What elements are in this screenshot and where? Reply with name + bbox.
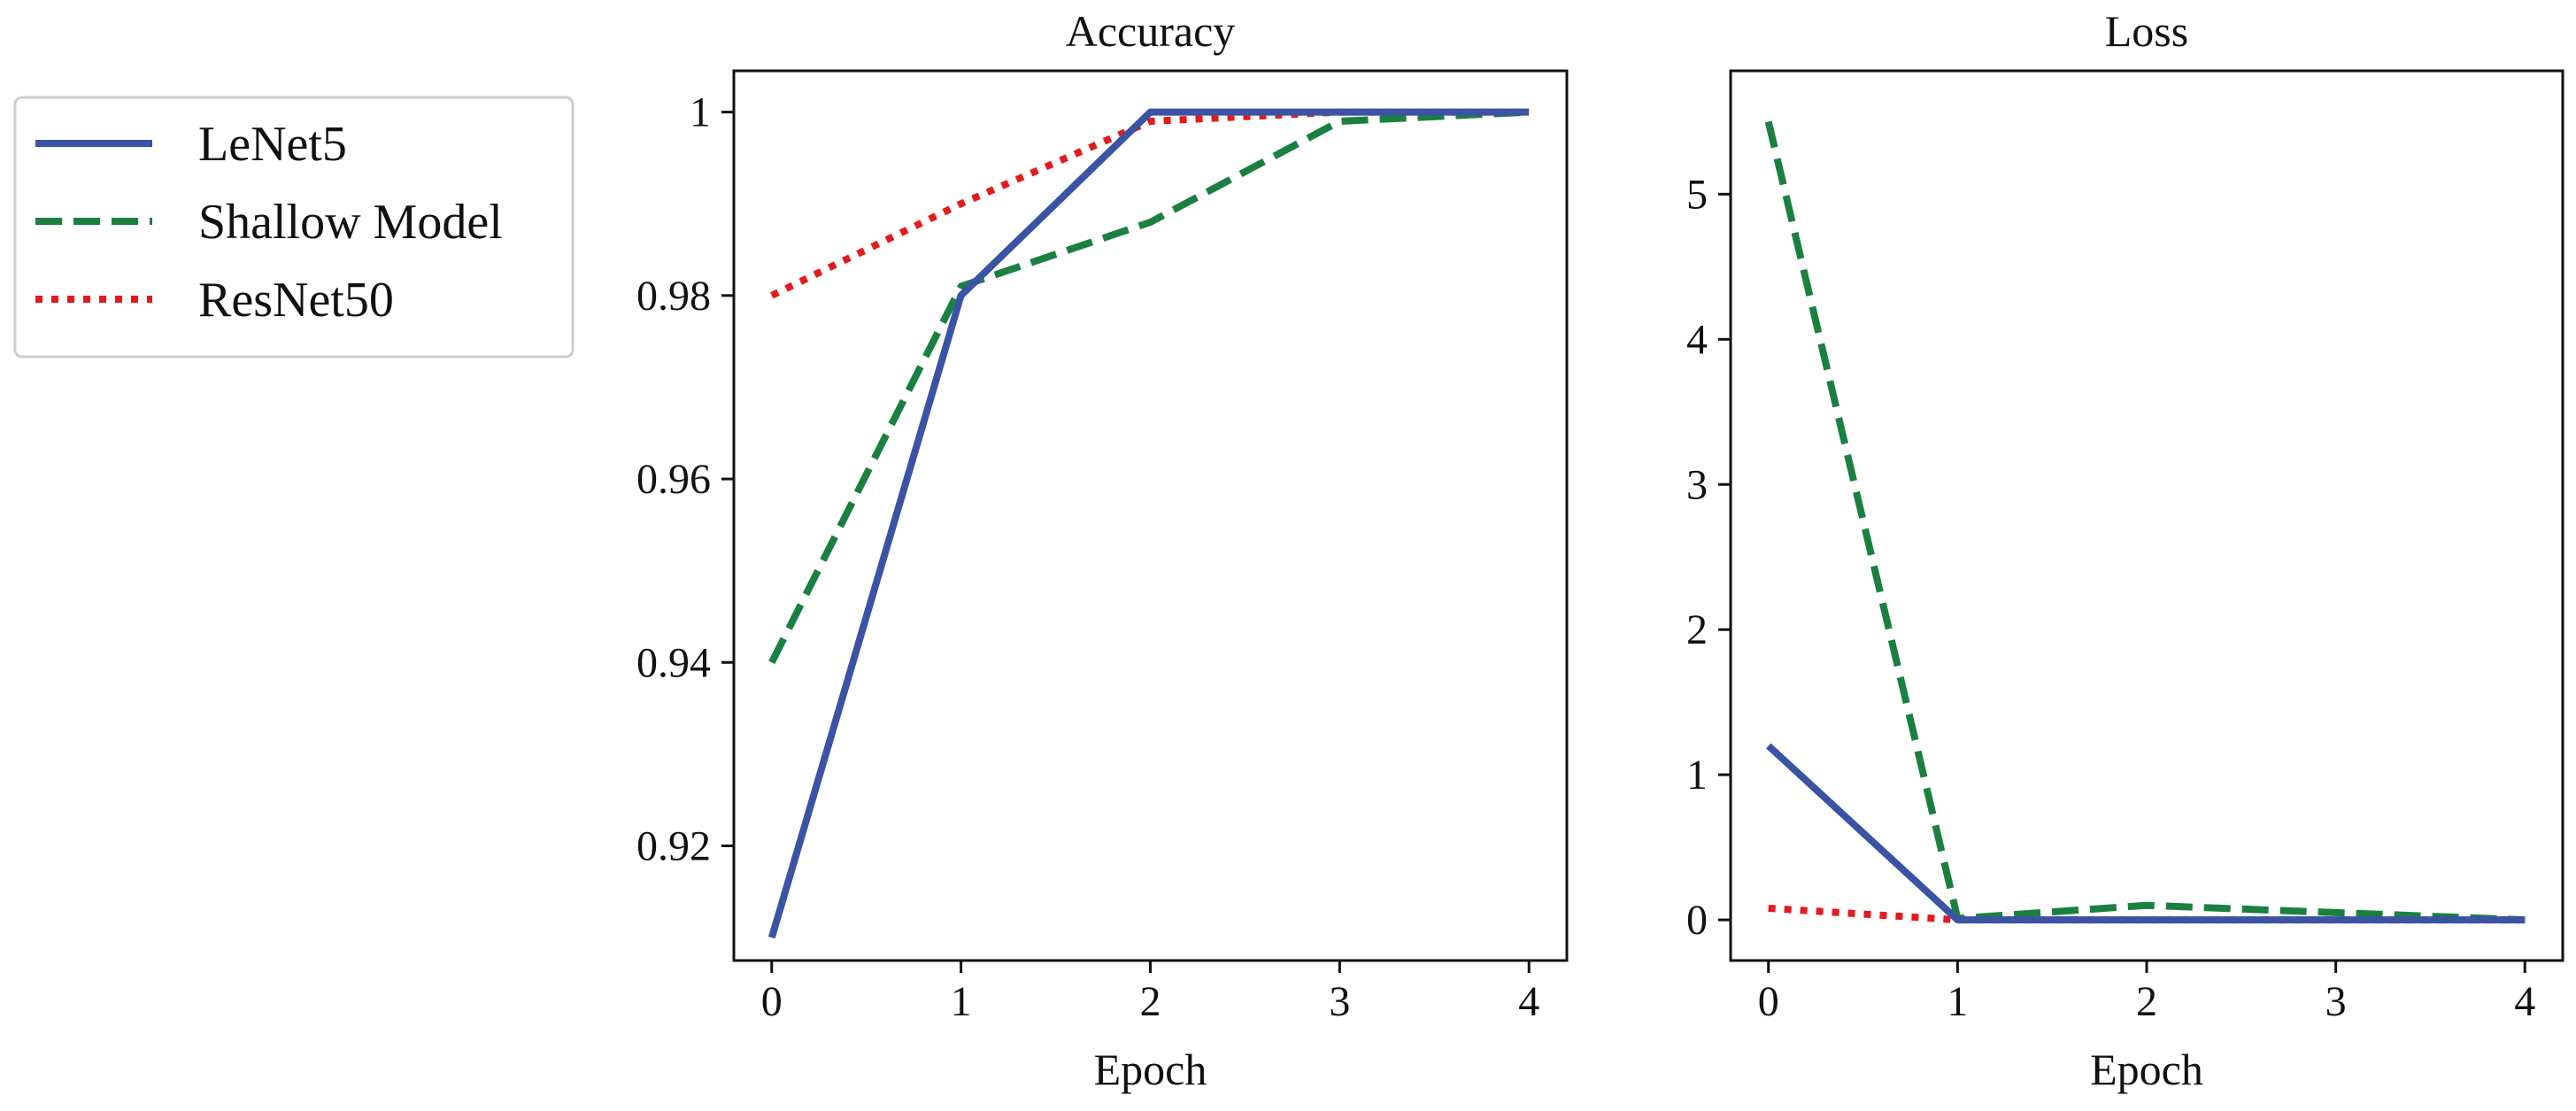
series-line-lenet5-accuracy	[767, 108, 1530, 939]
accuracy-x-tick-label: 1	[951, 978, 972, 1025]
accuracy-y-tick-label: 0.96	[636, 456, 711, 503]
loss-x-axis-label: Epoch	[2090, 1045, 2203, 1094]
accuracy-x-tick-label: 2	[1140, 978, 1161, 1025]
loss-y-tick-label: 1	[1686, 752, 1708, 799]
loss-y-tick-label: 2	[1686, 606, 1708, 653]
legend-label-lenet5: LeNet5	[198, 117, 347, 172]
loss-x-tick-label: 3	[2325, 978, 2347, 1025]
accuracy-y-tick-label: 1	[690, 89, 711, 136]
accuracy-x-tick-label: 0	[761, 978, 783, 1025]
loss-y-tick-label: 0	[1686, 897, 1708, 944]
loss-x-tick-label: 0	[1758, 978, 1779, 1025]
accuracy-y-tick-label: 0.94	[636, 639, 711, 686]
legend: LeNet5 Shallow Model ResNet50	[13, 96, 575, 359]
series-line-shallow-model-accuracy	[768, 108, 1530, 665]
legend-box	[13, 96, 575, 359]
accuracy-panel: 0 1 2 3 4 0.92 0.94 0.96 0.98 1 Accuracy Epoch	[636, 6, 1569, 1094]
series-line-resnet50-accuracy	[770, 108, 1530, 299]
accuracy-x-axis-label: Epoch	[1094, 1045, 1207, 1094]
accuracy-panel-title: Accuracy	[1066, 6, 1236, 56]
legend-label-resnet50: ResNet50	[198, 273, 394, 328]
loss-panel-title: Loss	[2105, 6, 2188, 56]
loss-panel: 0 1 2 3 4 0 1 2 3 4 5 Loss Epoch	[1686, 6, 2564, 1094]
loss-y-tick-label: 4	[1686, 316, 1708, 363]
loss-x-tick-label: 2	[2136, 978, 2157, 1025]
accuracy-y-tick-label: 0.92	[636, 822, 711, 869]
loss-x-tick-label: 1	[1947, 978, 1968, 1025]
loss-y-tick-label: 5	[1686, 171, 1708, 218]
loss-x-tick-label: 4	[2514, 978, 2535, 1025]
loss-y-tick-label: 3	[1686, 461, 1708, 508]
accuracy-y-tick-label: 0.98	[636, 273, 711, 320]
data-point-shallow-model-accuracy-3	[1338, 120, 1340, 122]
accuracy-axes-frame	[732, 69, 1569, 962]
series-line-shallow-model-loss	[1764, 120, 2526, 924]
accuracy-x-tick-label: 3	[1329, 978, 1350, 1025]
series-line-lenet5-loss	[1765, 743, 2526, 924]
legend-label-shallow-model: Shallow Model	[198, 195, 503, 250]
accuracy-x-tick-label: 4	[1518, 978, 1539, 1025]
